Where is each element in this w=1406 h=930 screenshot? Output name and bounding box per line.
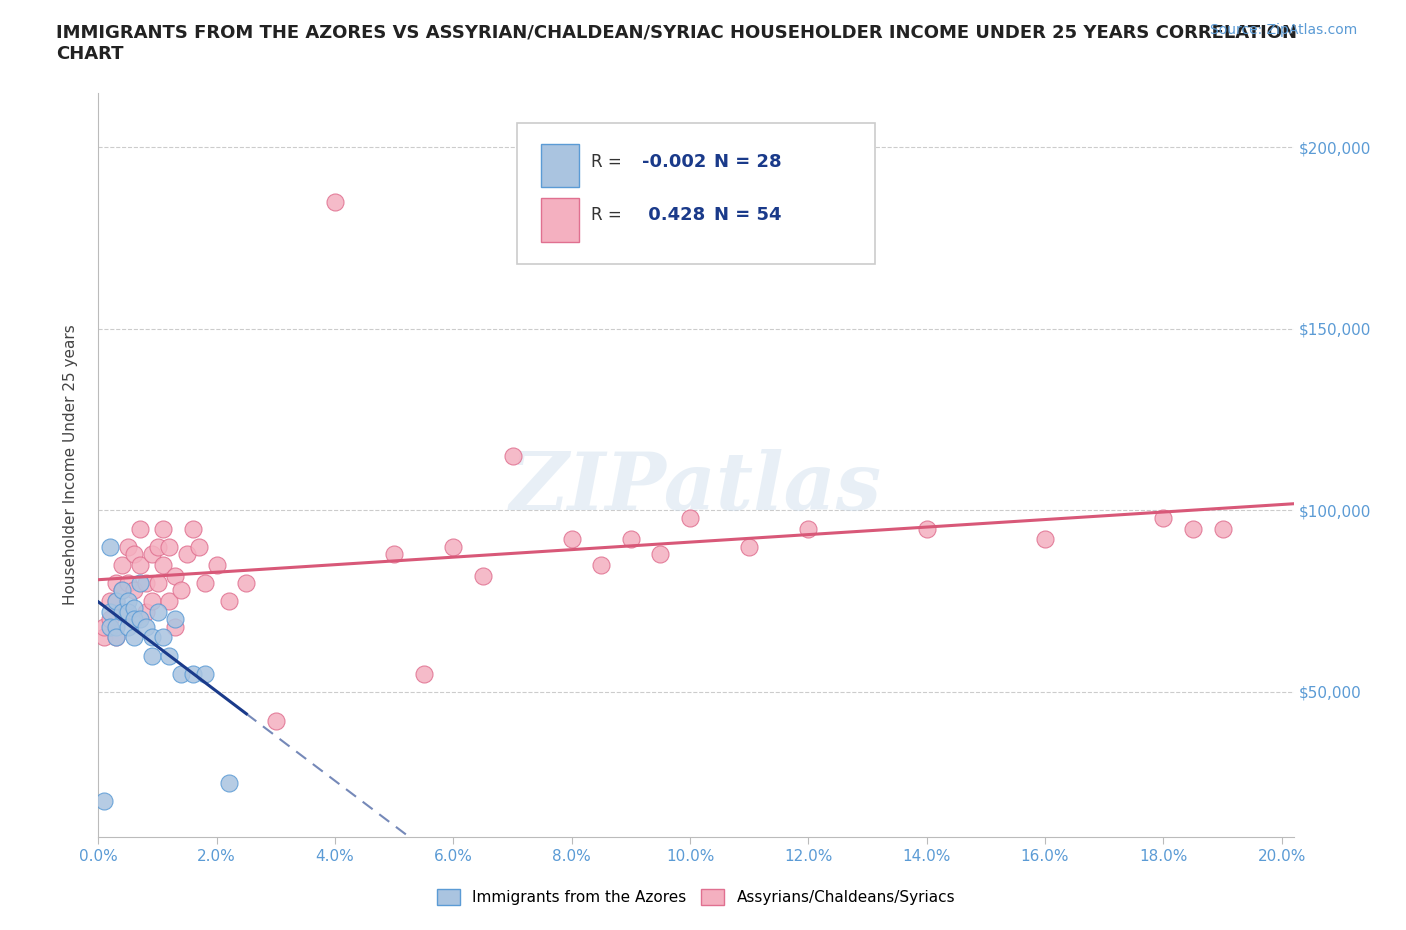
Point	[122, 601, 145, 616]
FancyBboxPatch shape	[541, 143, 579, 188]
Point	[188, 539, 211, 554]
Point	[128, 521, 150, 536]
Point	[141, 593, 163, 608]
Point	[98, 593, 121, 608]
Point	[502, 448, 524, 463]
Point	[98, 619, 121, 634]
Point	[152, 521, 174, 536]
Point	[194, 576, 217, 591]
Point	[98, 539, 121, 554]
Text: R =: R =	[591, 206, 627, 224]
Point	[679, 511, 702, 525]
Point	[117, 539, 139, 554]
Point	[128, 576, 150, 591]
Point	[98, 604, 121, 619]
Point	[111, 583, 134, 598]
Text: -0.002: -0.002	[643, 153, 707, 170]
Point	[382, 547, 405, 562]
Point	[141, 547, 163, 562]
Point	[128, 557, 150, 572]
Point	[591, 557, 613, 572]
Point	[412, 666, 434, 681]
Point	[1181, 521, 1204, 536]
Point	[650, 547, 672, 562]
Point	[472, 568, 495, 583]
Point	[738, 539, 761, 554]
Point	[128, 612, 150, 627]
Point	[165, 619, 187, 634]
Point	[157, 648, 180, 663]
Text: IMMIGRANTS FROM THE AZORES VS ASSYRIAN/CHALDEAN/SYRIAC HOUSEHOLDER INCOME UNDER : IMMIGRANTS FROM THE AZORES VS ASSYRIAN/C…	[56, 23, 1298, 41]
Point	[122, 612, 145, 627]
Point	[181, 666, 204, 681]
Legend: Immigrants from the Azores, Assyrians/Chaldeans/Syriacs: Immigrants from the Azores, Assyrians/Ch…	[430, 883, 962, 911]
Point	[105, 630, 128, 644]
Text: R =: R =	[591, 153, 627, 170]
Point	[105, 593, 128, 608]
Point	[561, 532, 583, 547]
Text: N = 54: N = 54	[714, 206, 782, 224]
Point	[135, 619, 157, 634]
Point	[323, 194, 346, 209]
FancyBboxPatch shape	[541, 198, 579, 242]
Point	[264, 713, 287, 728]
Point	[1212, 521, 1234, 536]
Point	[111, 583, 134, 598]
Point	[117, 604, 139, 619]
Point	[105, 619, 128, 634]
Text: N = 28: N = 28	[714, 153, 782, 170]
Point	[235, 576, 257, 591]
Point	[1033, 532, 1056, 547]
Point	[915, 521, 938, 536]
Point	[122, 583, 145, 598]
Point	[170, 666, 193, 681]
Text: ZIPatlas: ZIPatlas	[510, 448, 882, 526]
Point	[797, 521, 820, 536]
Point	[135, 604, 157, 619]
Point	[620, 532, 643, 547]
Point	[146, 576, 169, 591]
Point	[105, 576, 128, 591]
Point	[111, 604, 134, 619]
Point	[117, 619, 139, 634]
Point	[205, 557, 228, 572]
Point	[105, 630, 128, 644]
Point	[218, 775, 240, 790]
Point	[122, 547, 145, 562]
Point	[122, 630, 145, 644]
Point	[117, 576, 139, 591]
Point	[165, 568, 187, 583]
Point	[181, 521, 204, 536]
Point	[98, 612, 121, 627]
Point	[146, 539, 169, 554]
Point	[165, 612, 187, 627]
Point	[152, 557, 174, 572]
Point	[146, 604, 169, 619]
Point	[105, 593, 128, 608]
Text: Source: ZipAtlas.com: Source: ZipAtlas.com	[1209, 23, 1357, 37]
Point	[141, 630, 163, 644]
Point	[441, 539, 464, 554]
Point	[93, 619, 115, 634]
Text: 0.428: 0.428	[643, 206, 706, 224]
Point	[194, 666, 217, 681]
Point	[157, 539, 180, 554]
Point	[117, 593, 139, 608]
Point	[152, 630, 174, 644]
Point	[176, 547, 198, 562]
Point	[218, 593, 240, 608]
Point	[135, 576, 157, 591]
Point	[141, 648, 163, 663]
Point	[111, 557, 134, 572]
Text: CHART: CHART	[56, 45, 124, 62]
Y-axis label: Householder Income Under 25 years: Householder Income Under 25 years	[63, 325, 77, 605]
Point	[93, 793, 115, 808]
Point	[1152, 511, 1174, 525]
FancyBboxPatch shape	[517, 123, 876, 264]
Point	[157, 593, 180, 608]
Point	[170, 583, 193, 598]
Point	[93, 630, 115, 644]
